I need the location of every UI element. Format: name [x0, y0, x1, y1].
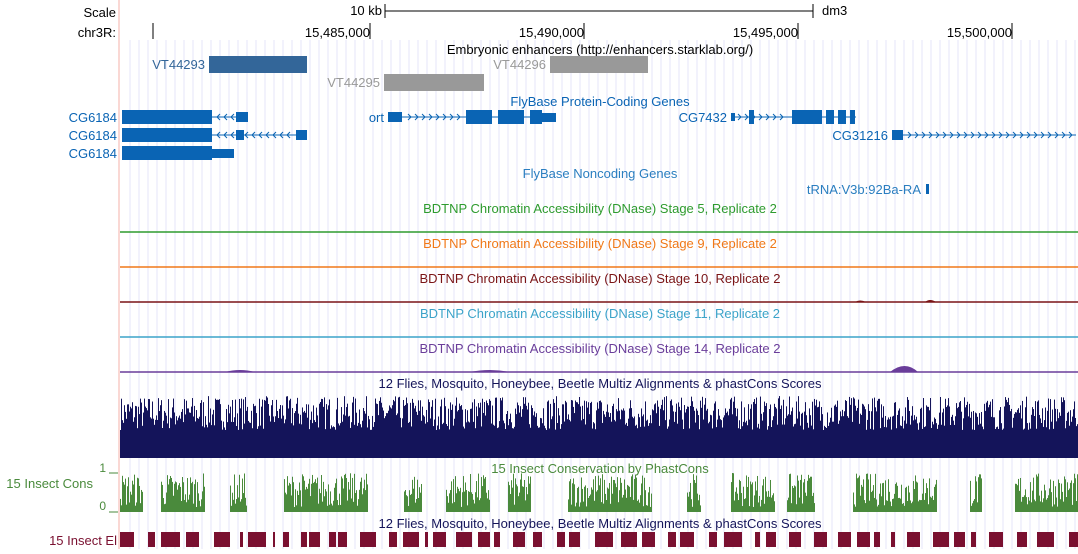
position-grid [129, 40, 1076, 549]
position-label: 15,495,000 [733, 25, 798, 40]
gene-label[interactable]: CG7432 [679, 110, 727, 125]
chrom-label: chr3R: [78, 25, 116, 40]
phastcons-track[interactable]: 15 Insect Cons 15 Insect Conservation by… [6, 461, 1078, 513]
gene-label[interactable]: ort [369, 110, 385, 125]
dnase-tracks[interactable]: BDTNP Chromatin Accessibility (DNase) St… [120, 201, 1078, 373]
enhancer-label[interactable]: VT44295 [327, 75, 380, 90]
noncoding-track-title: FlyBase Noncoding Genes [523, 166, 678, 181]
dnase-peak [855, 300, 866, 302]
enhancer-feature[interactable] [209, 56, 307, 73]
elements-track[interactable]: 15 Insect El 12 Flies, Mosquito, Honeybe… [49, 516, 1078, 548]
gene-label[interactable]: CG6184 [69, 110, 117, 125]
enhancer-label[interactable]: VT44296 [493, 57, 546, 72]
position-label: 15,490,000 [519, 25, 584, 40]
multiz-track[interactable]: 12 Flies, Mosquito, Honeybee, Beetle Mul… [120, 376, 1078, 458]
gene-model[interactable]: CG6184 [69, 110, 248, 125]
phastcons-side-label[interactable]: 15 Insect Cons [6, 476, 93, 491]
dnase-peak [470, 370, 510, 372]
axis-min-label: 0 [99, 499, 106, 513]
elements-side-label[interactable]: 15 Insect El [49, 533, 117, 548]
position-label: 15,500,000 [947, 25, 1012, 40]
enhancer-label[interactable]: VT44293 [152, 57, 205, 72]
assembly-label: dm3 [822, 3, 847, 18]
gene-model[interactable]: CG6184 [69, 146, 234, 161]
position-label: 15,485,000 [305, 25, 370, 40]
phastcons-track-title: 15 Insect Conservation by PhastCons [491, 461, 709, 476]
axis-max-label: 1 [99, 461, 106, 475]
gene-label[interactable]: CG31216 [832, 128, 888, 143]
scale-bar-label: 10 kb [350, 3, 382, 18]
gene-label[interactable]: CG6184 [69, 128, 117, 143]
elements-track-title: 12 Flies, Mosquito, Honeybee, Beetle Mul… [379, 516, 822, 531]
noncoding-gene-feature[interactable] [926, 184, 929, 194]
enhancer-feature[interactable] [384, 74, 484, 91]
multiz-signal [120, 396, 1078, 458]
dnase-track-title: BDTNP Chromatin Accessibility (DNase) St… [419, 271, 780, 286]
gene-model[interactable]: CG6184 [69, 128, 307, 143]
protein-coding-track[interactable]: FlyBase Protein-Coding Genes CG6184 CG61… [69, 94, 1076, 161]
dnase-track-title: BDTNP Chromatin Accessibility (DNase) St… [423, 236, 777, 251]
phastcons-signal [120, 473, 1078, 512]
multiz-track-title: 12 Flies, Mosquito, Honeybee, Beetle Mul… [379, 376, 822, 391]
dnase-peak [925, 300, 936, 302]
dnase-peak [225, 370, 255, 372]
dnase-track-title: BDTNP Chromatin Accessibility (DNase) St… [420, 306, 780, 321]
dnase-track-title: BDTNP Chromatin Accessibility (DNase) St… [423, 201, 777, 216]
dnase-peak [890, 366, 918, 372]
dnase-track-title: BDTNP Chromatin Accessibility (DNase) St… [419, 341, 780, 356]
enhancer-track-title: Embryonic enhancers (http://enhancers.st… [447, 42, 753, 57]
protein-track-title: FlyBase Protein-Coding Genes [510, 94, 690, 109]
gene-label[interactable]: CG6184 [69, 146, 117, 161]
enhancer-feature[interactable] [550, 56, 648, 73]
intron-arrows [216, 113, 1073, 139]
gene-model[interactable]: CG7432 [679, 110, 856, 125]
conserved-elements [120, 532, 1078, 547]
scale-label: Scale [83, 5, 116, 20]
noncoding-gene-label[interactable]: tRNA:V3b:92Ba-RA [807, 182, 921, 197]
noncoding-track[interactable]: FlyBase Noncoding Genes tRNA:V3b:92Ba-RA [523, 166, 929, 197]
gene-model[interactable]: CG31216 [832, 128, 1076, 143]
enhancer-track[interactable]: Embryonic enhancers (http://enhancers.st… [152, 42, 753, 91]
ruler[interactable]: Scale chr3R: 10 kb dm3 15,485,000 15,490… [78, 3, 1013, 40]
gene-model[interactable]: ort [369, 110, 556, 125]
